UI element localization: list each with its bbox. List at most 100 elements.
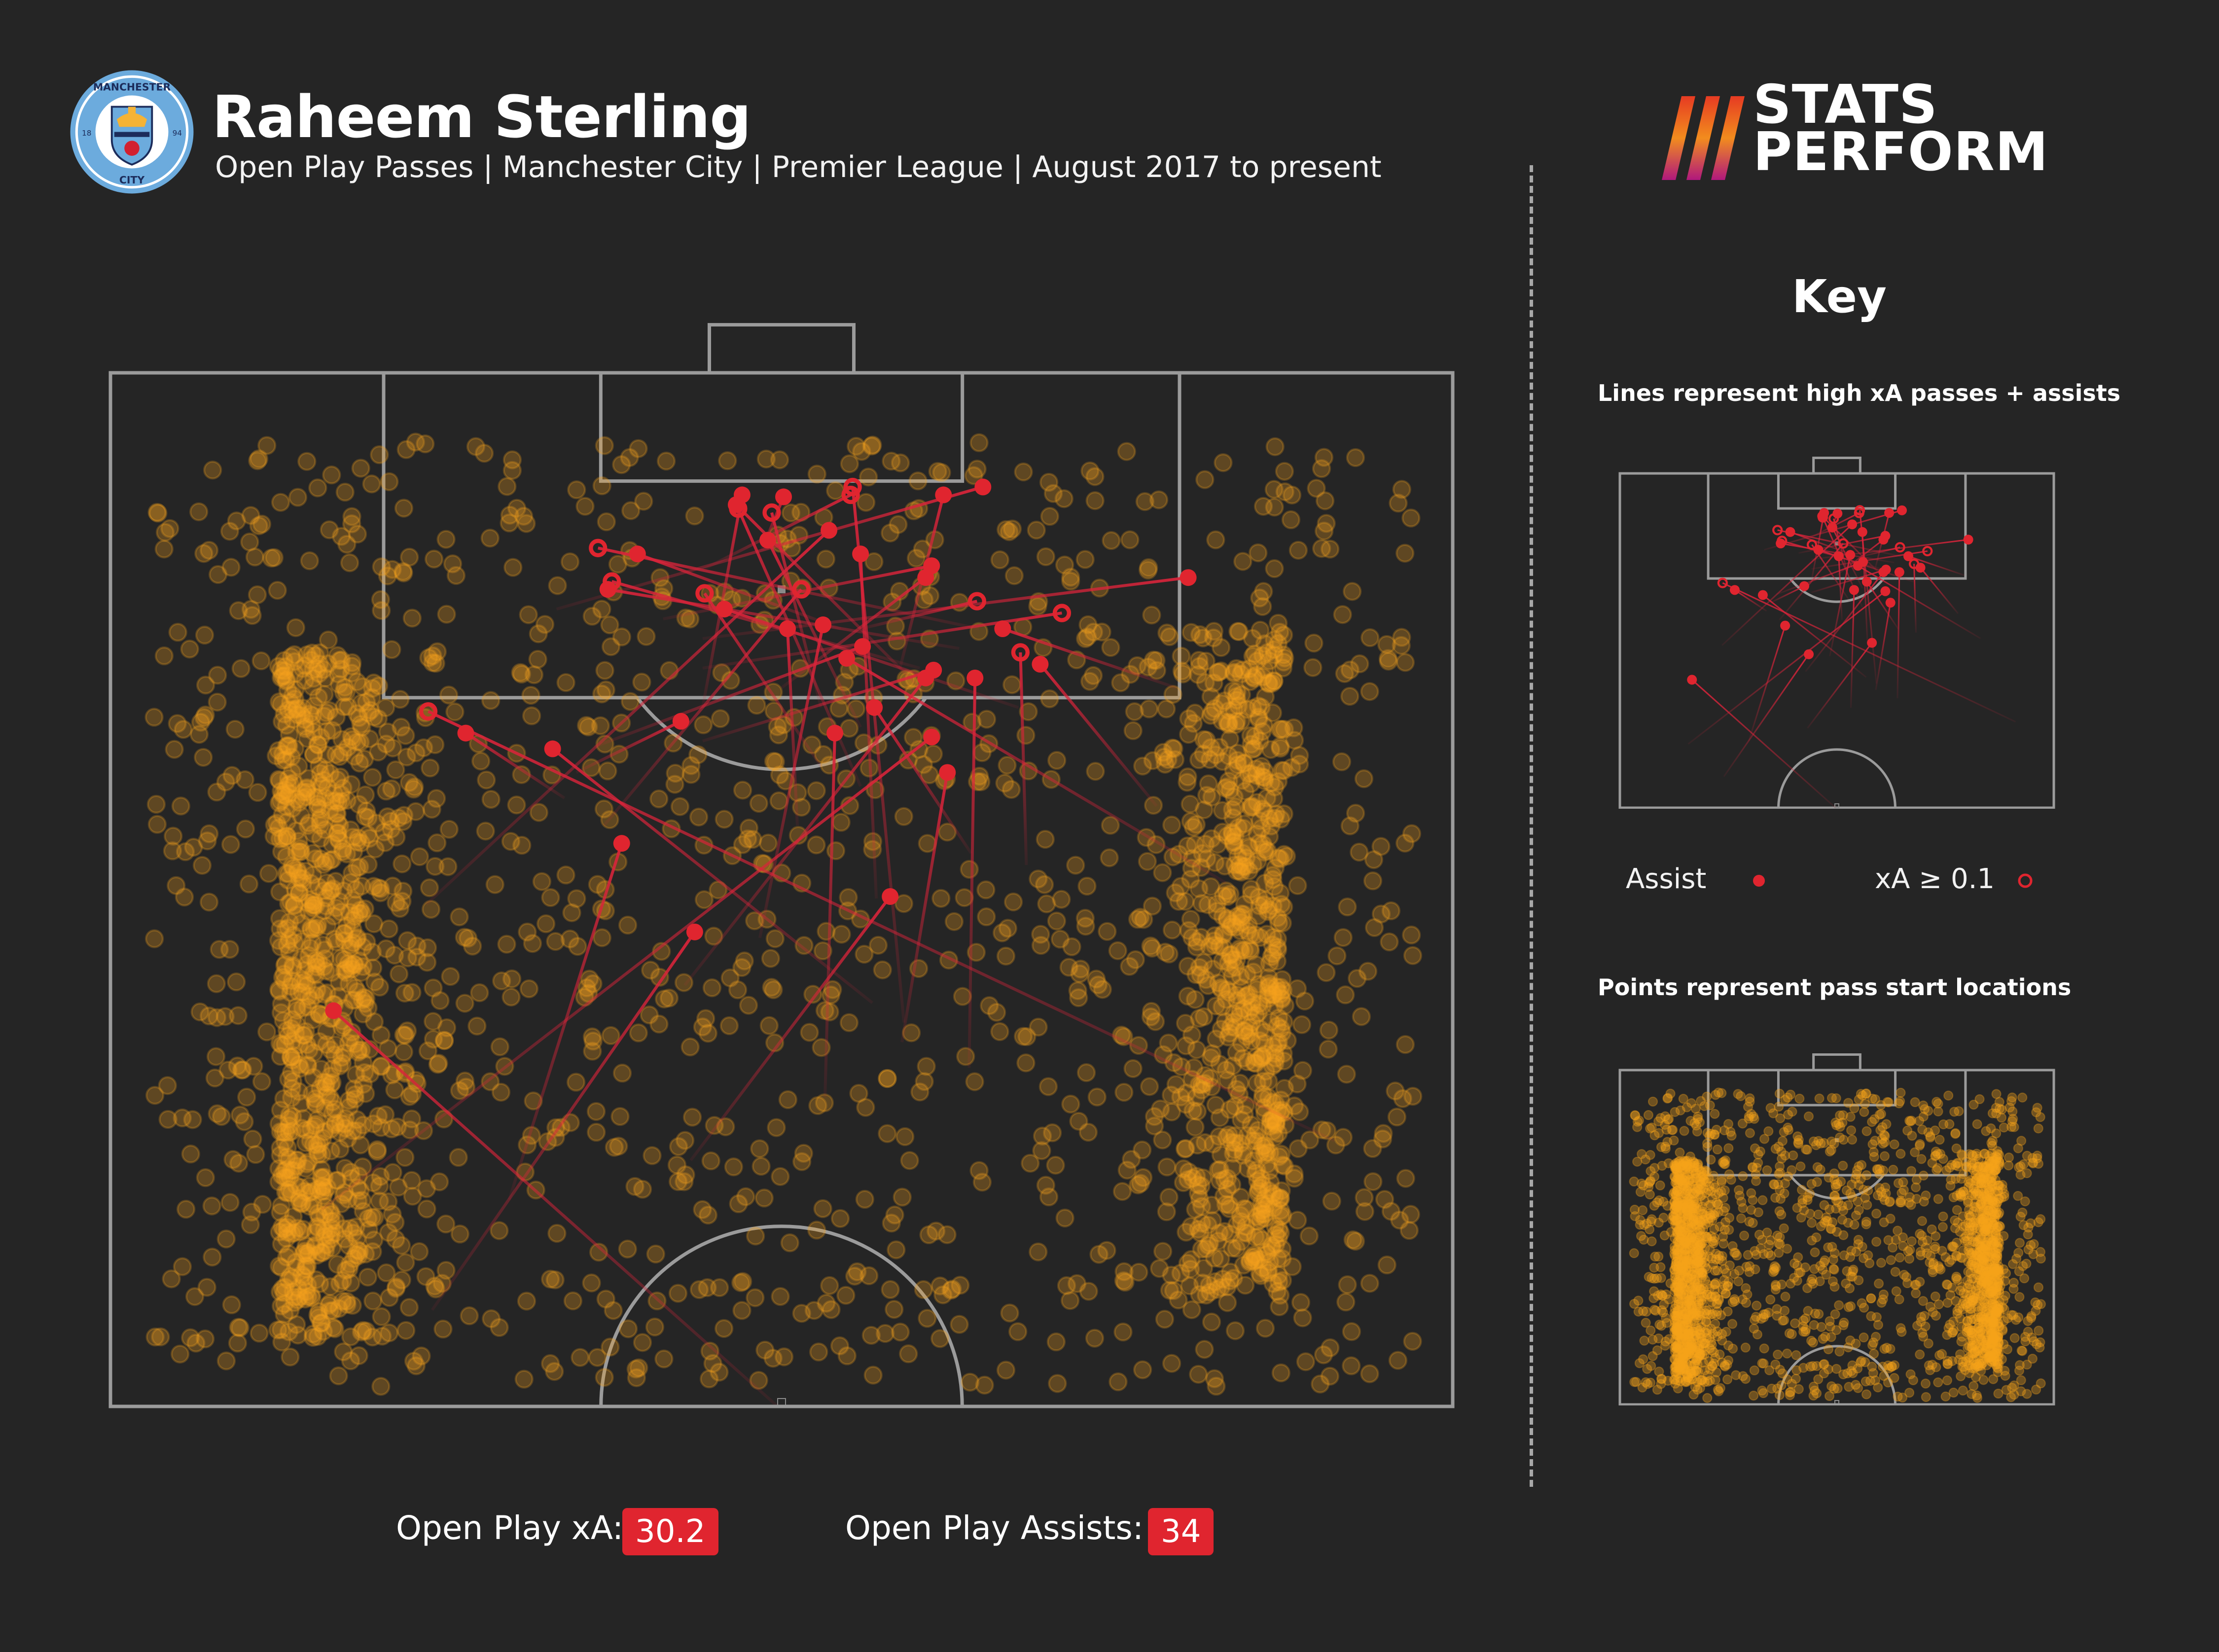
pass-point (455, 1071, 475, 1091)
assist-marker (1180, 569, 1197, 586)
pass-point (174, 720, 193, 739)
pass-point (335, 482, 355, 502)
pass-point (394, 812, 413, 831)
pass-point (1712, 1265, 1722, 1276)
pass-point (1264, 672, 1284, 691)
pass-point (1702, 1393, 1713, 1403)
pass-point (964, 466, 983, 485)
assist-marker (1845, 550, 1856, 560)
pass-point (1245, 727, 1265, 746)
pass-point (1019, 702, 1038, 721)
pass-point (608, 555, 628, 574)
pass-point (665, 775, 684, 794)
pass-point (1193, 1273, 1213, 1293)
pass-point (356, 807, 375, 826)
pass-point (592, 600, 611, 619)
pass-point (1157, 1157, 1177, 1177)
pass-point (400, 1087, 419, 1106)
pass-point (1265, 559, 1284, 578)
pass-point (284, 1161, 303, 1180)
pass-point (512, 664, 531, 684)
pass-point (1061, 568, 1080, 587)
pass-point (1217, 1128, 1236, 1148)
pass-point (568, 937, 587, 956)
pass-point (1115, 1272, 1135, 1292)
pass-point (1670, 1107, 1680, 1117)
pass-point (1093, 980, 1112, 999)
pass-point (349, 794, 368, 814)
pass-point (1658, 1196, 1669, 1207)
pass-point (282, 647, 301, 666)
pass-point (1350, 654, 1369, 674)
pass-point (329, 675, 349, 694)
pass-point (598, 761, 617, 781)
pass-point (1806, 1218, 1817, 1228)
pass-point (1202, 1195, 1221, 1215)
pass-point (1188, 1184, 1208, 1203)
pass-point (1085, 467, 1105, 486)
pass-point (807, 465, 826, 484)
pass-point (367, 1140, 387, 1159)
pass-point (1241, 1115, 1261, 1135)
pass-point (358, 1209, 378, 1228)
pass-point (1179, 724, 1198, 744)
pass-point (1198, 895, 1217, 914)
pass-point (528, 649, 547, 669)
pass-point (1202, 829, 1221, 848)
pass-point (1401, 508, 1421, 528)
pass-point (1788, 1150, 1798, 1161)
pass-point (781, 503, 801, 523)
pass-point (303, 660, 323, 680)
pass-point (298, 987, 318, 1006)
pass-point (164, 826, 183, 846)
pass-point (1319, 1040, 1338, 1059)
pass-point (1933, 1098, 1943, 1109)
pass-point (669, 1172, 688, 1191)
pass-point (1133, 1140, 1152, 1160)
pass-point (282, 1088, 301, 1108)
pass-point (1895, 1096, 1905, 1107)
pass-point (1727, 1241, 1738, 1252)
pass-point (241, 1215, 260, 1234)
pass-point (421, 899, 441, 919)
pass-point (1274, 1043, 1293, 1063)
pass-point (1128, 1175, 1148, 1194)
pass-point (237, 1087, 256, 1107)
pass-point (998, 919, 1017, 938)
pass-point (1220, 1024, 1239, 1043)
pass-point (300, 938, 320, 958)
pass-point (1244, 1151, 1263, 1170)
pass-point (761, 949, 780, 968)
pass-point (676, 1165, 695, 1185)
pass-point (1201, 1048, 1220, 1067)
pass-point (1820, 1255, 1830, 1265)
pass-point (315, 1227, 334, 1246)
pass-point (297, 783, 317, 802)
pass-point (1250, 588, 1269, 608)
pass-point (1857, 1242, 1867, 1252)
pass-point (327, 824, 347, 843)
pass-point (294, 1026, 314, 1045)
pass-point (1027, 520, 1046, 540)
pass-point (1123, 1059, 1143, 1078)
pass-point (1332, 752, 1352, 771)
pass-point (376, 698, 395, 718)
pass-point (1240, 1002, 1259, 1021)
pass-point (1002, 675, 1022, 694)
pass-point (1189, 879, 1209, 898)
pass-point (1377, 635, 1396, 654)
pass-point (1251, 1266, 1270, 1286)
pass-point (1745, 1093, 1755, 1104)
pass-point (1396, 833, 1415, 853)
pass-point (353, 677, 372, 696)
pass-point (347, 672, 367, 691)
pass-point (1114, 1262, 1134, 1281)
pass-point (1943, 1359, 1953, 1369)
pass-point (733, 1272, 752, 1291)
pass-point (519, 979, 538, 999)
pass-point (292, 914, 311, 933)
pass-point (400, 1120, 419, 1140)
pass-point (1231, 1110, 1251, 1129)
pass-point (641, 961, 660, 980)
pass-point (1139, 558, 1158, 577)
